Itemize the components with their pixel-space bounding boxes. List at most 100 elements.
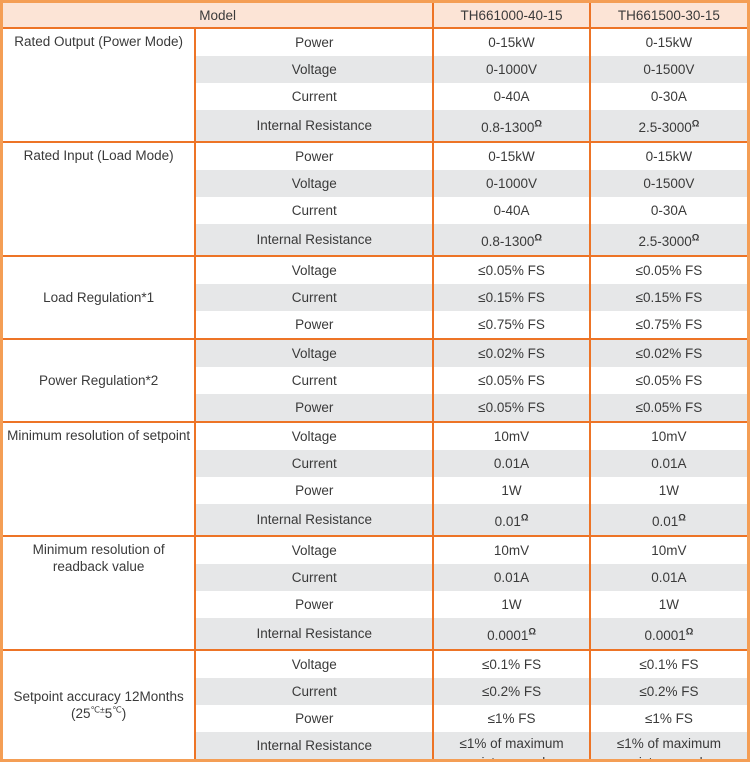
table-row: Power ≤0.05% FS ≤0.05% FS [2,394,749,422]
value-model-b: 0-1500V [588,170,749,197]
param-label: Current [194,564,434,591]
value-model-b: 10mV [588,421,749,450]
ohm-superscript: Ω [528,626,536,638]
value-model-a: 0.01A [432,564,590,591]
header-row: Model TH661000-40-15 TH661500-30-15 [1,1,749,28]
table-row: Internal Resistance 0.8-1300Ω 2.5-3000Ω [2,110,749,142]
table-row: Rated Output (Power Mode) Power 0-15kW 0… [1,27,749,142]
table-row: Internal Resistance 0.01Ω 0.01Ω [2,504,749,536]
ohm-superscript: Ω [520,512,529,524]
value-model-b: 10mV [588,535,749,564]
table-row: Setpoint accuracy 12Months (25℃±5℃) Volt… [1,649,749,761]
table-row: Minimum resolution of readback value Vol… [1,535,749,650]
param-label: Internal Resistance [194,110,434,142]
param-label: Internal Resistance [194,732,434,761]
table-row: Power Regulation*2 Voltage ≤0.02% FS ≤0.… [1,338,749,422]
value-model-b: 0-30A [588,83,749,110]
value-model-a: 0-1000V [432,170,590,197]
param-label: Internal Resistance [194,224,434,256]
table-row: Power 1W 1W [2,591,749,618]
model-a-header: TH661000-40-15 [432,1,590,28]
param-label: Power [194,591,434,618]
ohm-superscript: Ω [685,626,694,638]
value-model-b: ≤0.02% FS [588,338,749,367]
table-row: Internal Resistance 0.0001Ω 0.0001Ω [2,618,749,650]
value-model-b: ≤0.05% FS [588,367,749,394]
table-row: Power 1W 1W [2,477,749,504]
value-model-b: 0-1500V [588,56,749,83]
param-label: Internal Resistance [194,618,434,650]
param-label: Current [194,284,434,311]
value-model-a: ≤0.05% FS [432,367,590,394]
table-row: Current 0-40A 0-30A [2,83,749,110]
value-model-b: ≤1% of maximumresistance value [588,732,749,761]
table-row: Current ≤0.05% FS ≤0.05% FS [2,367,749,394]
table-row: Minimum resolution of setpoint Voltage 1… [1,421,749,536]
value-model-a: ≤0.02% FS [432,338,590,367]
clipped-second-line: resistance value [591,754,747,759]
table-row: Voltage 0-1000V 0-1500V [2,170,749,197]
table-row: Current ≤0.15% FS ≤0.15% FS [2,284,749,311]
value-model-b: 1W [588,591,749,618]
value-model-a: ≤0.75% FS [432,311,590,339]
ohm-superscript: Ω [678,512,686,524]
clipped-second-line: resistance value [434,754,589,759]
value-model-b: 0.01Ω [588,504,749,536]
table-row: Power ≤0.75% FS ≤0.75% FS [2,311,749,339]
value-model-a: 1W [432,591,590,618]
value-model-a: 0.8-1300Ω [432,110,590,142]
param-label: Voltage [194,170,434,197]
param-label: Voltage [194,535,434,564]
value-model-b: ≤0.15% FS [588,284,749,311]
value-model-a: 0.8-1300Ω [432,224,590,256]
group-label-power-regulation: Power Regulation*2 [1,338,196,422]
param-label: Power [194,27,434,56]
param-label: Power [194,477,434,504]
value-model-a: ≤1% FS [432,705,590,732]
value-model-b: 0-15kW [588,141,749,170]
table-row: Load Regulation*1 Voltage ≤0.05% FS ≤0.0… [1,255,749,339]
value-model-a: 1W [432,477,590,504]
ohm-superscript: Ω [534,118,542,130]
celsius-superscript: ℃± [90,704,105,715]
value-model-b: 0.01A [588,564,749,591]
value-model-a: ≤0.15% FS [432,284,590,311]
value-model-b: ≤0.05% FS [588,394,749,422]
value-model-b: 0-30A [588,197,749,224]
celsius-superscript: ℃ [112,704,122,715]
param-label: Internal Resistance [194,504,434,536]
table-row: Internal Resistance 0.8-1300Ω 2.5-3000Ω [2,224,749,256]
param-label: Current [194,83,434,110]
group-label-min-resolution-setpoint: Minimum resolution of setpoint [1,421,196,536]
value-model-a: ≤0.05% FS [432,255,590,284]
value-model-b: ≤1% FS [588,705,749,732]
group-label-rated-output: Rated Output (Power Mode) [1,27,196,142]
param-label: Power [194,311,434,339]
value-model-a: 0-1000V [432,56,590,83]
ohm-superscript: Ω [691,232,700,244]
value-model-a: 10mV [432,535,590,564]
value-model-b: 0-15kW [588,27,749,56]
table-row: Power ≤1% FS ≤1% FS [2,705,749,732]
value-model-b: 2.5-3000Ω [588,224,749,256]
table-row: Current 0.01A 0.01A [2,564,749,591]
value-model-b: 0.01A [588,450,749,477]
setpoint-accuracy-line1: Setpoint accuracy 12Months [13,689,184,704]
param-label: Power [194,394,434,422]
value-model-a: ≤0.2% FS [432,678,590,705]
param-label: Current [194,678,434,705]
table-row: Current ≤0.2% FS ≤0.2% FS [2,678,749,705]
param-label: Current [194,450,434,477]
param-label: Power [194,705,434,732]
table-row: Current 0.01A 0.01A [2,450,749,477]
table-row: Voltage 0-1000V 0-1500V [2,56,749,83]
table-row: Rated Input (Load Mode) Power 0-15kW 0-1… [1,141,749,256]
setpoint-accuracy-line2: (25℃±5℃) [70,704,127,721]
group-label-rated-input: Rated Input (Load Mode) [1,141,196,256]
param-label: Current [194,367,434,394]
value-model-b: ≤0.05% FS [588,255,749,284]
model-header-cell: Model [1,1,434,28]
param-label: Voltage [194,421,434,450]
value-model-a: 0-40A [432,197,590,224]
param-label: Voltage [194,56,434,83]
